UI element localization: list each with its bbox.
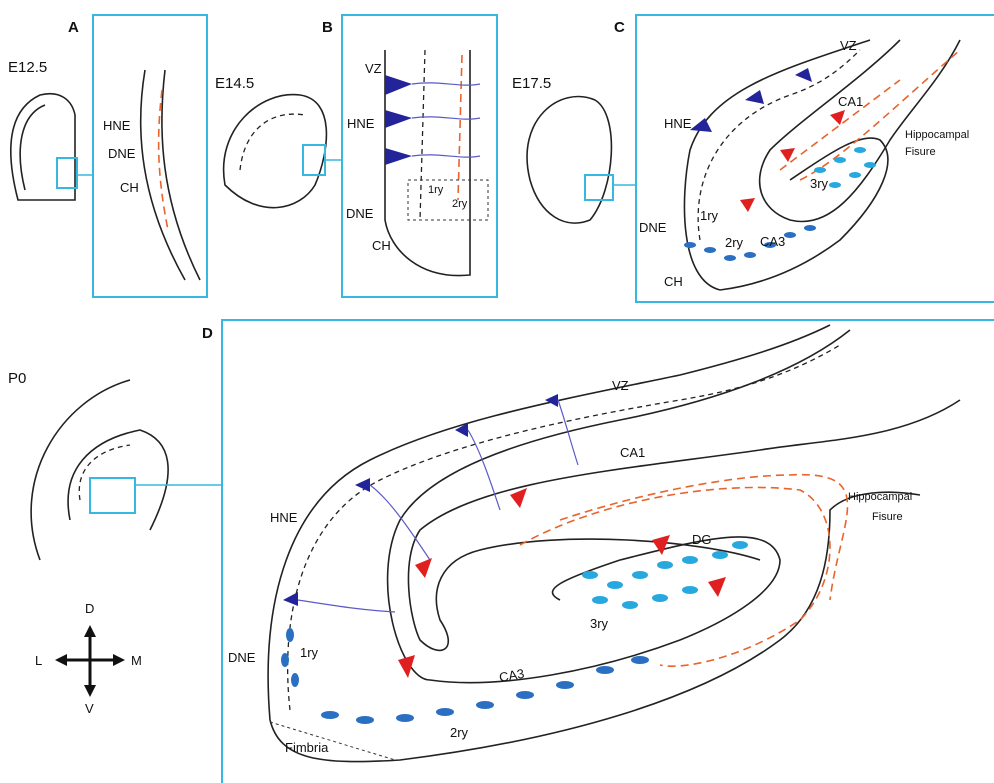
progenitor <box>385 148 412 165</box>
region-label: CH <box>120 180 139 195</box>
stage-label: P0 <box>8 370 26 387</box>
region-label: Hippocampal <box>905 129 969 141</box>
ventricle <box>420 50 425 220</box>
region-label: HNE <box>270 510 298 525</box>
shapes <box>11 15 994 783</box>
embryo-outline <box>11 94 75 200</box>
neuron <box>415 558 432 578</box>
labels: A E12.5 HNE DNE CH B E14.5 VZ HNE DNE CH… <box>8 19 969 755</box>
region-label: 2ry <box>452 198 468 210</box>
region-label: VZ <box>365 61 382 76</box>
figure: A E12.5 HNE DNE CH B E14.5 VZ HNE DNE CH… <box>0 0 994 783</box>
region-label: Fimbria <box>285 740 329 755</box>
region-label: CA3 <box>760 234 785 249</box>
region-label: CH <box>372 238 391 253</box>
region-label: Fisure <box>905 146 936 158</box>
region-label: VZ <box>612 378 629 393</box>
brain-outline <box>31 380 168 560</box>
panel-label: B <box>322 19 333 36</box>
progenitor <box>690 118 712 132</box>
ventricle <box>698 50 860 240</box>
progenitor <box>355 478 370 492</box>
region-label: Fisure <box>872 511 903 523</box>
region-label: 2ry <box>450 725 469 740</box>
compass-label: L <box>35 653 42 668</box>
radial-glia <box>520 487 830 666</box>
panel-box <box>342 15 497 297</box>
compass-label: D <box>85 601 94 616</box>
panel-label: C <box>614 19 625 36</box>
embryo-outline <box>527 97 611 224</box>
ventricle <box>240 114 305 170</box>
region-label: HNE <box>347 116 375 131</box>
region-label: 1ry <box>300 645 319 660</box>
inset-box <box>57 158 77 188</box>
region-label: 3ry <box>810 176 829 191</box>
neuron <box>708 577 726 597</box>
inset-box <box>90 478 135 513</box>
inset-box <box>303 145 325 175</box>
region-label: Hippocampal <box>848 491 912 503</box>
region-label: DNE <box>108 146 136 161</box>
panel-label: A <box>68 19 79 36</box>
region-label: 3ry <box>590 616 609 631</box>
region-label: CA1 <box>620 445 645 460</box>
panel-label: D <box>202 325 213 342</box>
migrating-cells <box>684 225 816 261</box>
ventricle <box>79 445 130 500</box>
region-label: 2ry <box>725 235 744 250</box>
region-label: 1ry <box>428 184 444 196</box>
region-label: DNE <box>346 206 374 221</box>
neuron <box>398 655 415 678</box>
region-label: HNE <box>103 118 131 133</box>
region-label: DNE <box>228 650 256 665</box>
embryo-outline <box>224 95 327 208</box>
ca-layer <box>408 400 960 650</box>
progenitor <box>545 394 558 407</box>
region-label: DNE <box>639 220 667 235</box>
progenitor <box>745 90 764 104</box>
progenitor <box>385 110 412 128</box>
compass <box>62 632 118 690</box>
stage-label: E12.5 <box>8 59 47 76</box>
region-label: CA1 <box>838 94 863 109</box>
tissue-outline <box>141 70 200 280</box>
compass-label: M <box>131 653 142 668</box>
region-label: DG <box>692 532 712 547</box>
region-label: CH <box>664 274 683 289</box>
stage-label: E17.5 <box>512 75 551 92</box>
neuron <box>740 198 755 212</box>
compass-label: V <box>85 701 94 716</box>
region-label: CA3 <box>498 666 526 685</box>
region-label: HNE <box>664 116 692 131</box>
tissue-outline <box>268 325 830 720</box>
region-label: 1ry <box>700 208 719 223</box>
progenitor <box>283 592 298 606</box>
stage-label: E14.5 <box>215 75 254 92</box>
progenitor <box>385 75 412 95</box>
radial-glia <box>458 55 462 200</box>
tissue-outline <box>720 138 888 290</box>
region-label: VZ <box>840 38 857 53</box>
migrating-cells <box>281 628 649 724</box>
progenitor <box>795 68 812 82</box>
neuron <box>510 488 527 508</box>
